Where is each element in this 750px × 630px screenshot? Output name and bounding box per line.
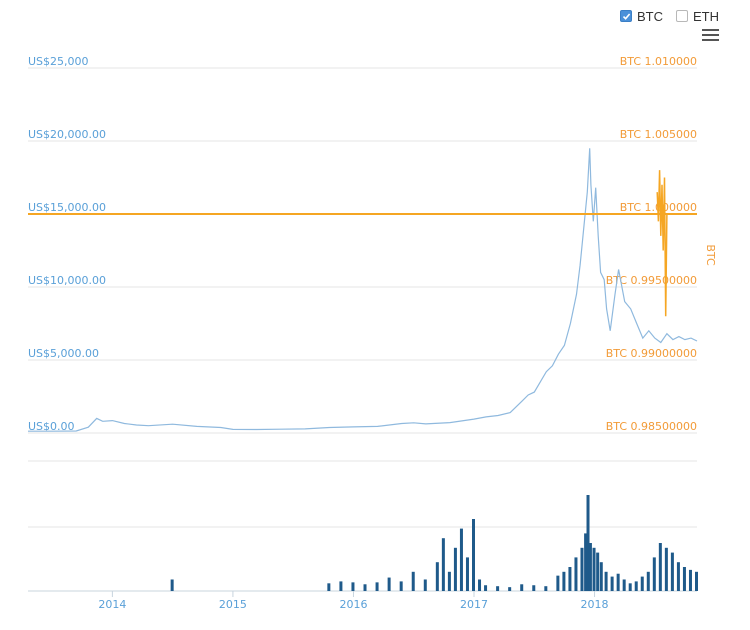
legend-label-btc: BTC bbox=[637, 8, 663, 24]
y-tick-left: US$5,000.00 bbox=[28, 347, 99, 360]
checkbox-checked-icon[interactable] bbox=[620, 10, 632, 22]
volume-bar bbox=[616, 573, 620, 591]
volume-bar bbox=[676, 562, 680, 591]
volume-bar bbox=[568, 567, 572, 591]
btc-series-line bbox=[656, 170, 668, 317]
volume-bar bbox=[435, 562, 439, 591]
volume-bar bbox=[170, 579, 174, 591]
volume-bar bbox=[562, 571, 566, 591]
x-tick-label: 2015 bbox=[219, 598, 247, 611]
y-tick-right: BTC 0.99500000 bbox=[606, 274, 697, 287]
volume-bar bbox=[604, 571, 608, 591]
volume-bar bbox=[532, 585, 536, 591]
volume-bar bbox=[447, 571, 451, 591]
volume-bar bbox=[596, 552, 600, 591]
price-line-series bbox=[28, 148, 698, 432]
volume-bar bbox=[610, 576, 614, 591]
volume-bar bbox=[453, 547, 457, 591]
volume-bar bbox=[664, 547, 668, 591]
legend-item-eth[interactable]: ETH bbox=[676, 8, 719, 24]
y-tick-left: US$25,000 bbox=[28, 55, 89, 68]
volume-bar bbox=[652, 557, 656, 591]
volume-bar bbox=[508, 587, 512, 591]
volume-bar bbox=[351, 582, 355, 591]
legend-label-eth: ETH bbox=[693, 8, 719, 24]
volume-bar bbox=[441, 538, 445, 591]
volume-bar bbox=[484, 585, 488, 591]
x-tick-label: 2017 bbox=[460, 598, 488, 611]
volume-bar bbox=[459, 528, 463, 591]
volume-bar bbox=[423, 579, 427, 591]
y-axis-title-right: BTC bbox=[704, 244, 717, 266]
y-tick-left: US$15,000.00 bbox=[28, 201, 106, 214]
y-tick-right: BTC 0.99000000 bbox=[606, 347, 697, 360]
volume-bar bbox=[695, 571, 698, 591]
legend-item-btc[interactable]: BTC bbox=[620, 8, 663, 24]
volume-bar bbox=[586, 495, 590, 591]
y-tick-left: US$0.00 bbox=[28, 420, 75, 433]
volume-bar bbox=[520, 584, 524, 591]
volume-bar bbox=[375, 582, 379, 591]
volume-bar bbox=[599, 562, 603, 591]
volume-bar bbox=[472, 519, 475, 591]
volume-bar bbox=[622, 579, 626, 591]
volume-bar bbox=[363, 584, 367, 591]
volume-bar bbox=[465, 557, 469, 591]
volume-bar bbox=[592, 547, 596, 591]
volume-bar bbox=[544, 586, 548, 591]
volume-bar bbox=[339, 581, 343, 591]
x-tick-label: 2018 bbox=[581, 598, 609, 611]
hamburger-menu-icon[interactable] bbox=[702, 29, 719, 43]
volume-bar bbox=[478, 579, 482, 591]
x-tick-label: 2014 bbox=[98, 598, 126, 611]
y-tick-left: US$10,000.00 bbox=[28, 274, 106, 287]
volume-bar bbox=[496, 586, 500, 591]
volume-bar bbox=[574, 557, 578, 591]
y-tick-right: BTC 1.005000 bbox=[620, 128, 697, 141]
volume-bar bbox=[556, 575, 560, 591]
volume-bar bbox=[580, 547, 584, 591]
volume-bar bbox=[588, 543, 592, 591]
volume-bar bbox=[670, 552, 674, 591]
volume-bar bbox=[327, 583, 331, 591]
y-tick-right: BTC 1.010000 bbox=[620, 55, 697, 68]
y-tick-right: BTC 0.98500000 bbox=[606, 420, 697, 433]
volume-bar bbox=[658, 543, 662, 591]
y-tick-left: US$20,000.00 bbox=[28, 128, 106, 141]
volume-bar bbox=[646, 571, 650, 591]
volume-bar bbox=[688, 569, 692, 591]
volume-bar bbox=[584, 533, 588, 591]
x-tick-label: 2016 bbox=[339, 598, 367, 611]
volume-bar bbox=[634, 581, 638, 591]
volume-bar bbox=[411, 571, 415, 591]
volume-bar bbox=[399, 581, 403, 591]
volume-bar bbox=[387, 577, 391, 591]
checkbox-unchecked-icon[interactable] bbox=[676, 10, 688, 22]
volume-bar bbox=[682, 567, 686, 591]
volume-bar bbox=[640, 576, 644, 591]
volume-bar bbox=[628, 583, 632, 591]
